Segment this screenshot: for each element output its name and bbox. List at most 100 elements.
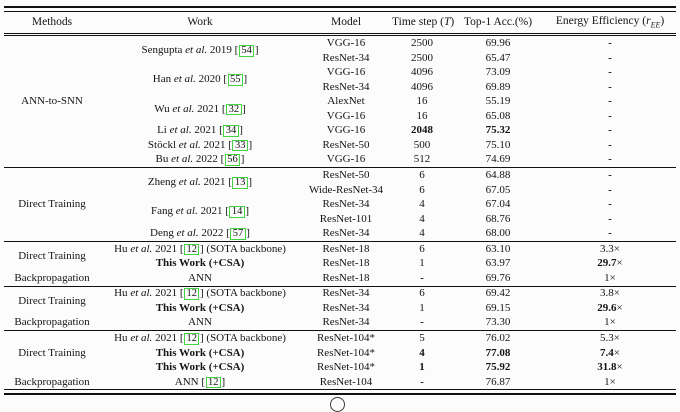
table-section: Direct Training Hu et al. 2021 [12] (SOTA… <box>4 330 676 390</box>
cell-value: 67.04 <box>485 198 511 211</box>
text-run: Work <box>187 16 213 29</box>
cell-value: - <box>608 168 612 181</box>
methods-cell: Direct Training <box>4 240 100 272</box>
cell-value: 63.10 <box>485 242 511 255</box>
timestep-cell: 2048 <box>392 124 452 139</box>
cell-value: - <box>608 153 612 166</box>
work-cell: Fang et al. 2021 [14] <box>150 205 250 218</box>
work-cell: This Work (+CSA) <box>100 257 300 272</box>
ee-cell: - <box>544 153 676 168</box>
text-run: 2020 <box>195 73 224 86</box>
cell-value: - <box>608 37 612 50</box>
citation-link[interactable]: 57 <box>230 228 246 240</box>
acc-cell: 73.09 <box>452 65 544 80</box>
timestep-cell: 4096 <box>392 65 452 80</box>
model-cell: VGG-16 <box>326 124 366 137</box>
work-cell: ANN [12] <box>174 375 226 389</box>
table-row: ResNet-34 4096 69.89 - <box>4 80 676 95</box>
text-run: (SOTA backbone) <box>203 242 286 255</box>
table-row: ANN-to-SNN Sengupta et al. 2019 [54] VGG-1… <box>4 35 676 107</box>
citation-link[interactable]: 32 <box>226 103 242 116</box>
ee-cell: 7.4× <box>600 346 620 359</box>
text-run: ) <box>450 16 455 29</box>
cell-value: 4 <box>419 346 425 359</box>
citation-link[interactable]: 34 <box>223 125 239 137</box>
citation-link[interactable]: 12 <box>183 333 200 345</box>
model-cell: ResNet-18 <box>322 257 370 270</box>
citation-link[interactable]: 12 <box>205 376 222 389</box>
cell-value: 1 <box>419 257 425 270</box>
text-run: This Work (+CSA) <box>155 361 245 374</box>
text-run: et al. <box>185 44 208 57</box>
cell-value: 4 <box>419 212 425 225</box>
results-table-area: Methods Work Model Time step (T) Top-1 Acc.(… <box>4 6 676 396</box>
text-run: 2022 <box>193 153 221 166</box>
work-cell: This Work (+CSA) <box>100 301 300 316</box>
acc-cell: 55.19 <box>452 94 544 109</box>
cell-value: 6 <box>419 242 425 255</box>
text-run: Li <box>157 124 170 137</box>
ee-cell: - <box>544 35 676 51</box>
citation-link[interactable]: 12 <box>183 288 200 300</box>
model-cell: ResNet-18 <box>322 271 370 284</box>
timestep-cell: 4096 <box>392 80 452 95</box>
citation-link[interactable]: 55 <box>227 74 244 86</box>
cell-value: 3.3 <box>600 242 614 255</box>
cell-value: 29.6 <box>597 301 617 314</box>
cell-value: 64.88 <box>485 168 511 181</box>
text-run: This Work (+CSA) <box>155 301 245 314</box>
cell-value: 2048 <box>411 124 433 137</box>
model-cell: ResNet-50 <box>300 167 392 183</box>
col-header-timestep: Time step (T) <box>392 12 455 37</box>
ee-cell: - <box>544 94 676 109</box>
table-row: Wide-ResNet-34 6 67.05 - <box>4 183 676 198</box>
cell-value: 67.05 <box>485 183 511 196</box>
table-row: Bu et al. 2022 [56] VGG-16 512 74.69 - <box>4 153 676 168</box>
citation-link[interactable]: 56 <box>224 154 241 166</box>
citation-link[interactable]: 12 <box>183 243 200 256</box>
ee-cell: 5.3× <box>544 330 676 346</box>
timestep-cell: 4 <box>392 346 452 361</box>
cell-value: 55.19 <box>485 95 511 108</box>
model-cell: ResNet-104* <box>316 346 376 359</box>
work-cell: Hu et al. 2021 [12] (SOTA backbone) <box>100 285 300 302</box>
timestep-cell: - <box>392 271 452 286</box>
model-cell: AlexNet <box>327 95 365 108</box>
text-run: ANN <box>188 271 212 284</box>
header-row: Methods Work Model Time step (T) Top-1 Acc.(… <box>4 12 676 37</box>
acc-cell: 69.42 <box>452 285 544 302</box>
text-run: This Work (+CSA) <box>155 257 245 270</box>
citation-link[interactable]: 13 <box>232 177 248 189</box>
col-header-methods: Methods <box>4 12 100 37</box>
text-run: et al. <box>176 227 199 240</box>
ee-cell: 1× <box>604 316 616 329</box>
cell-value: 4096 <box>411 80 433 93</box>
acc-cell: 68.00 <box>452 226 544 241</box>
timestep-cell: 4 <box>392 197 452 212</box>
cell-value: 75.92 <box>485 361 511 374</box>
acc-cell: 65.08 <box>452 109 544 124</box>
cell-value: 5 <box>419 332 425 344</box>
timestep-cell: 5 <box>392 330 452 346</box>
ee-cell: 29.6× <box>597 301 623 314</box>
cell-value: 77.08 <box>485 346 511 359</box>
citation-link[interactable]: 54 <box>238 45 255 57</box>
text-run: ) <box>660 15 665 27</box>
timestep-cell: 1 <box>392 301 452 316</box>
acc-cell: 75.10 <box>452 138 544 153</box>
work-cell: Stöckl et al. 2021 [33] <box>147 138 253 152</box>
acc-cell: 76.87 <box>452 375 544 390</box>
col-header-model: Model <box>300 12 392 37</box>
citation-link[interactable]: 14 <box>229 206 245 218</box>
text-run: 2021 <box>191 124 220 137</box>
citation-link[interactable]: 33 <box>232 139 248 152</box>
cell-value: 75.32 <box>485 124 511 137</box>
cell-value: 69.89 <box>485 80 511 93</box>
text-run: et al. <box>169 124 192 137</box>
paper-page: { "table": { "col_widths": [96, 200, 92,… <box>4 6 676 412</box>
table-row: Direct Training Zheng et al. 2021 [13] Res… <box>4 167 676 242</box>
cropped-figure-edge <box>330 397 345 412</box>
table-row: Direct Training Hu et al. 2021 [12] (SOTA… <box>4 330 676 375</box>
timestep-cell: 16 <box>392 94 452 109</box>
cell-value: 69.96 <box>485 37 511 50</box>
